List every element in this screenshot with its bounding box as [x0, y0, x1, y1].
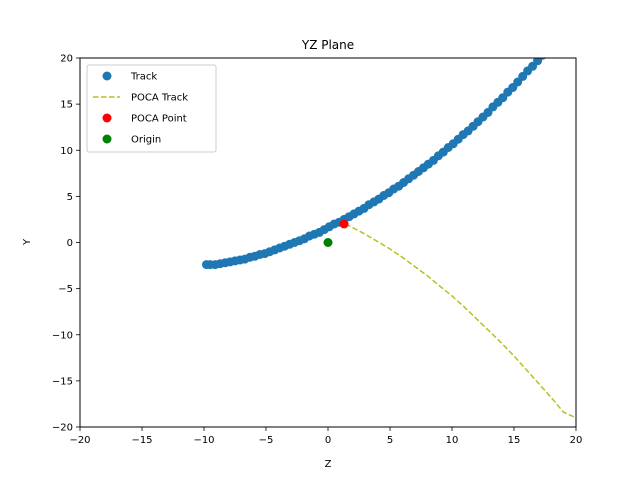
x-tick-label: −5	[259, 435, 274, 446]
x-tick-label: −20	[69, 435, 90, 446]
x-tick-label: 0	[325, 435, 331, 446]
x-tick-label: 10	[446, 435, 459, 446]
x-tick-label: 5	[387, 435, 393, 446]
legend-marker-poca-point	[102, 113, 112, 123]
y-tick-label: 20	[60, 54, 73, 65]
legend-label-origin: Origin	[131, 135, 161, 146]
y-tick-label: 5	[67, 192, 73, 203]
y-tick-label: 10	[60, 146, 73, 157]
y-tick-label: −5	[58, 284, 73, 295]
track-point	[533, 58, 543, 66]
y-tick-label: −10	[52, 330, 73, 341]
x-axis-label: Z	[325, 459, 332, 470]
legend-label-track: Track	[130, 72, 157, 83]
y-tick-label: 0	[67, 238, 73, 249]
y-axis-label: Y	[22, 238, 33, 246]
y-tick-label: −20	[52, 423, 73, 434]
x-tick-label: −15	[131, 435, 152, 446]
x-tick-label: 20	[570, 435, 583, 446]
origin-point	[323, 238, 333, 247]
x-tick-label: 15	[508, 435, 521, 446]
plot-area	[202, 58, 576, 419]
y-tick-label: 15	[60, 100, 73, 111]
x-tick-label: −10	[193, 435, 214, 446]
y-axis: −20 −15 −10 −5 0 5 10 15 20	[52, 54, 80, 434]
legend-box	[86, 64, 217, 153]
poca-point-point	[339, 219, 349, 229]
poca-track-line	[345, 223, 576, 419]
legend: Track POCA Track POCA Point Origin	[86, 64, 217, 153]
legend-marker-origin	[102, 134, 112, 144]
legend-label-poca-track: POCA Track	[131, 93, 188, 104]
chart-title: YZ Plane	[301, 38, 354, 52]
y-tick-label: −15	[52, 376, 73, 387]
x-axis: −20 −15 −10 −5 0 5 10 15 20	[69, 427, 582, 446]
legend-label-poca-point: POCA Point	[131, 114, 187, 125]
legend-marker-track	[102, 71, 112, 81]
